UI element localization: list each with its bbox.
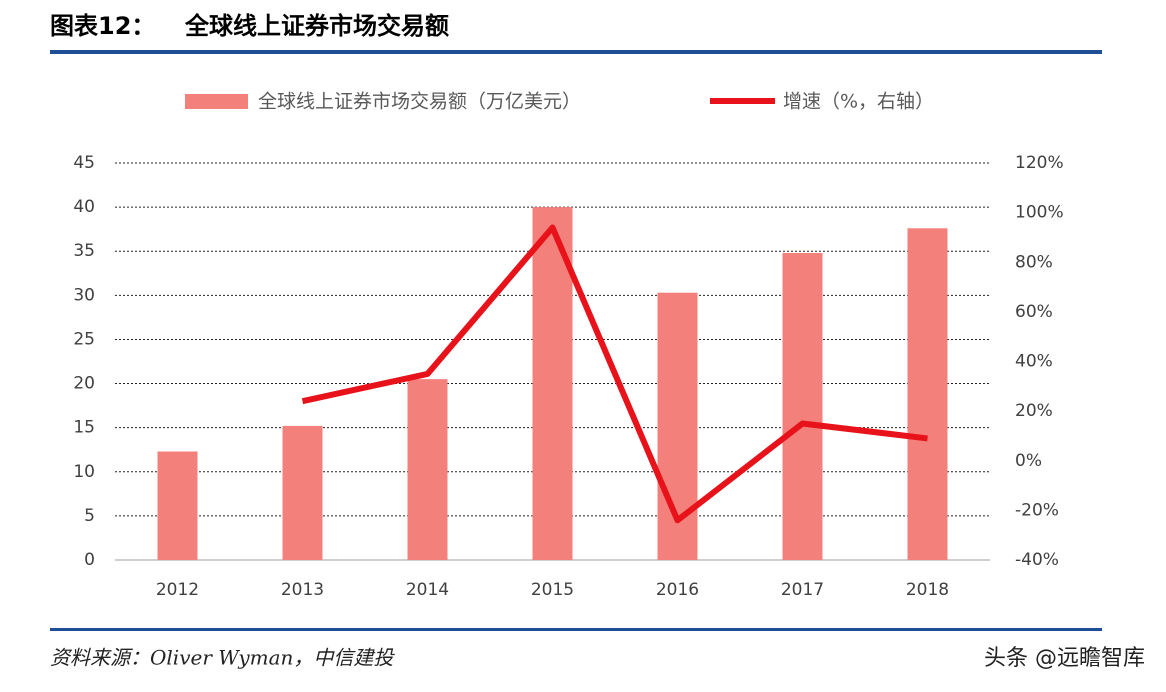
bar bbox=[907, 228, 948, 561]
x-tick-label: 2018 bbox=[906, 580, 949, 600]
line bbox=[301, 224, 928, 524]
x-tick-label: 2013 bbox=[281, 580, 324, 600]
y-tick-label: 10 bbox=[73, 462, 95, 482]
y-tick-label: 5 bbox=[84, 506, 95, 526]
figure-label: 图表12： bbox=[50, 12, 155, 40]
x-tick-label: 2016 bbox=[656, 580, 699, 600]
y-tick-label: 0 bbox=[84, 550, 95, 570]
y2-tick-label: -20% bbox=[1015, 500, 1059, 520]
y-tick-label: 25 bbox=[73, 329, 95, 349]
x-tick-label: 2015 bbox=[531, 580, 574, 600]
y2-tick-label: 40% bbox=[1015, 352, 1053, 372]
y2-tick-label: -40% bbox=[1015, 550, 1059, 570]
chart-title: 全球线上证券市场交易额 bbox=[184, 12, 449, 40]
y2-tick-label: 80% bbox=[1015, 252, 1053, 272]
bar bbox=[157, 451, 198, 560]
legend-swatch bbox=[185, 94, 248, 109]
y2-tick-label: 0% bbox=[1015, 451, 1042, 471]
legend-label: 增速（%，右轴） bbox=[783, 91, 934, 113]
y-tick-label: 45 bbox=[73, 153, 95, 173]
y2-tick-label: 100% bbox=[1015, 203, 1064, 223]
x-tick-label: 2012 bbox=[156, 580, 199, 600]
source: 资料来源：Oliver Wyman，中信建投 bbox=[50, 646, 395, 670]
bar bbox=[782, 252, 823, 560]
y-tick-label: 15 bbox=[73, 418, 95, 438]
y-tick-label: 40 bbox=[73, 197, 95, 217]
header-rule bbox=[50, 50, 1102, 54]
bar bbox=[282, 425, 323, 560]
x-tick-label: 2014 bbox=[406, 580, 449, 600]
y-tick-label: 30 bbox=[73, 285, 95, 305]
footer-rule bbox=[50, 628, 1102, 631]
y2-tick-label: 120% bbox=[1015, 153, 1064, 173]
y2-tick-label: 20% bbox=[1015, 401, 1053, 421]
legend-label: 全球线上证券市场交易额（万亿美元） bbox=[258, 91, 581, 113]
x-tick-label: 2017 bbox=[781, 580, 824, 600]
y-tick-label: 35 bbox=[73, 241, 95, 261]
y2-tick-label: 60% bbox=[1015, 302, 1053, 322]
bar bbox=[407, 379, 448, 560]
watermark: 头条 @远瞻智库 bbox=[984, 646, 1145, 671]
y-tick-label: 20 bbox=[73, 374, 95, 394]
